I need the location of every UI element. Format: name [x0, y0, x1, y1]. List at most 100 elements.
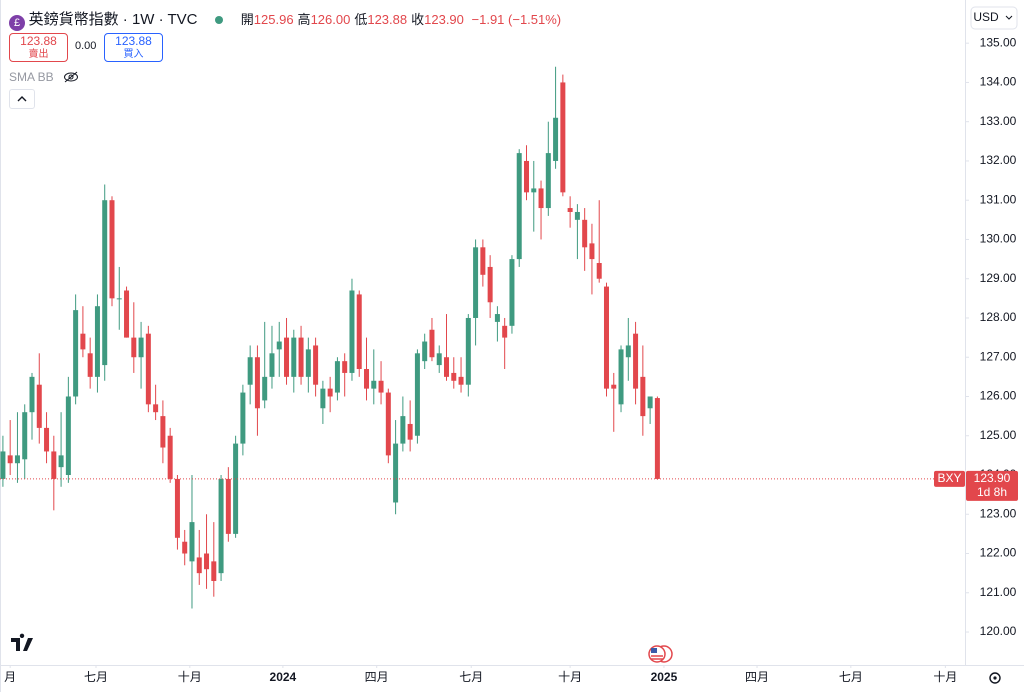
currency-caret [1005, 15, 1013, 20]
x-tick-label: 十月 [178, 670, 202, 684]
candle-body [204, 553, 210, 570]
candle-body [334, 361, 340, 393]
candle-body [87, 353, 93, 377]
candle-body [458, 376, 464, 385]
y-tick-label: 133.00 [980, 114, 1017, 128]
candle-body [654, 398, 660, 479]
candle-body [618, 349, 624, 405]
indicator-row: SMA BB [9, 70, 79, 84]
indicator-name: SMA BB [9, 70, 54, 84]
candle-body [574, 211, 580, 220]
candle-body [7, 455, 13, 464]
candle-body [276, 341, 282, 350]
price-tag-countdown: 1d 8h [977, 485, 1007, 499]
candle-body [51, 451, 57, 479]
hide-icon[interactable] [63, 71, 79, 83]
candle-body [182, 541, 188, 554]
candle-body [393, 443, 399, 503]
candle-body [473, 247, 479, 318]
ohlc-label: 開 [240, 12, 254, 27]
y-tick-label: 131.00 [980, 192, 1017, 206]
candle-body [487, 266, 493, 303]
currency-button[interactable] [970, 6, 1018, 30]
ohlc-value: 123.90 [424, 12, 464, 27]
candle-body [385, 392, 391, 456]
y-tick-label: 123.00 [980, 506, 1017, 520]
buy-button[interactable]: 123.88 買入 [104, 33, 163, 62]
candle-body [611, 384, 617, 389]
x-tick-label: 七月 [839, 670, 863, 684]
x-tick-label: 四月 [365, 670, 389, 684]
ohlc-value: 125.96 [253, 12, 294, 27]
flag-icon [648, 645, 673, 663]
candle-body [516, 153, 522, 260]
candle-body [196, 557, 202, 574]
candle-body [465, 317, 471, 385]
symbol-row: £ 英鎊貨幣指數 · 1W · TVC 開125.96 高126.00 低123.8… [9, 8, 561, 31]
candle-body [371, 380, 377, 389]
candle-body [36, 384, 42, 428]
x-tick-label: 十月 [558, 670, 582, 684]
buy-label: 買入 [123, 49, 144, 60]
price-tag-price: 123.90 [974, 471, 1011, 485]
candle-body [531, 188, 537, 193]
candle-body [444, 357, 450, 377]
candle-body [480, 247, 486, 275]
ohlc-value: 123.88 [367, 12, 408, 27]
plot [0, 66, 660, 609]
candle-body [567, 208, 573, 212]
y-tick-label: 125.00 [980, 428, 1017, 442]
candle-body [29, 376, 35, 413]
candle-body [291, 337, 297, 377]
candle-body [523, 160, 529, 193]
x-tick-label: 2024 [270, 670, 297, 684]
candle-body [80, 333, 86, 350]
candle-body [124, 290, 130, 338]
collapse-icon [17, 96, 27, 102]
candle-body [131, 337, 137, 358]
candle-body [545, 153, 551, 209]
candle-body [553, 117, 559, 161]
candle-body [262, 376, 268, 401]
sell-label: 賣出 [28, 49, 49, 60]
candle-body [153, 404, 159, 413]
candle-body [378, 380, 384, 393]
candle-body [102, 200, 108, 366]
symbol-tag [934, 470, 965, 487]
candle-body [211, 561, 217, 581]
candle-body [647, 396, 653, 409]
candle-body [356, 294, 362, 370]
candle-body [116, 298, 122, 300]
price-tag [966, 470, 1018, 501]
collapse-button[interactable] [9, 89, 35, 109]
candle-body [240, 392, 246, 444]
candle-body [167, 435, 173, 479]
candle-body [538, 188, 544, 209]
candle-body [502, 325, 508, 338]
candle-body [138, 337, 144, 358]
candle-body [0, 451, 6, 479]
candle-body [109, 200, 115, 299]
y-tick-label: 135.00 [980, 35, 1017, 49]
settings-icon[interactable] [989, 672, 1001, 684]
ohlc-label: 高 [297, 12, 311, 27]
candle-body [247, 357, 253, 385]
candle-body [305, 349, 311, 377]
symbol-title: 英鎊貨幣指數 · 1W · TVC [28, 11, 198, 28]
candle-body [509, 259, 515, 326]
candle-body [189, 522, 195, 562]
candle-body [422, 341, 428, 362]
sell-button[interactable]: 123.88 賣出 [9, 33, 68, 62]
candle-body [436, 353, 442, 366]
x-tick-label: 七月 [84, 670, 108, 684]
candle-body [364, 369, 370, 389]
y-tick-label: 134.00 [980, 75, 1017, 89]
x-tick-label: 2025 [651, 670, 678, 684]
candle-body [269, 353, 275, 377]
candle-body [603, 286, 609, 389]
change: −1.91 (−1.51%) [471, 12, 562, 27]
candle-body [414, 353, 420, 436]
candle-body [633, 333, 639, 389]
